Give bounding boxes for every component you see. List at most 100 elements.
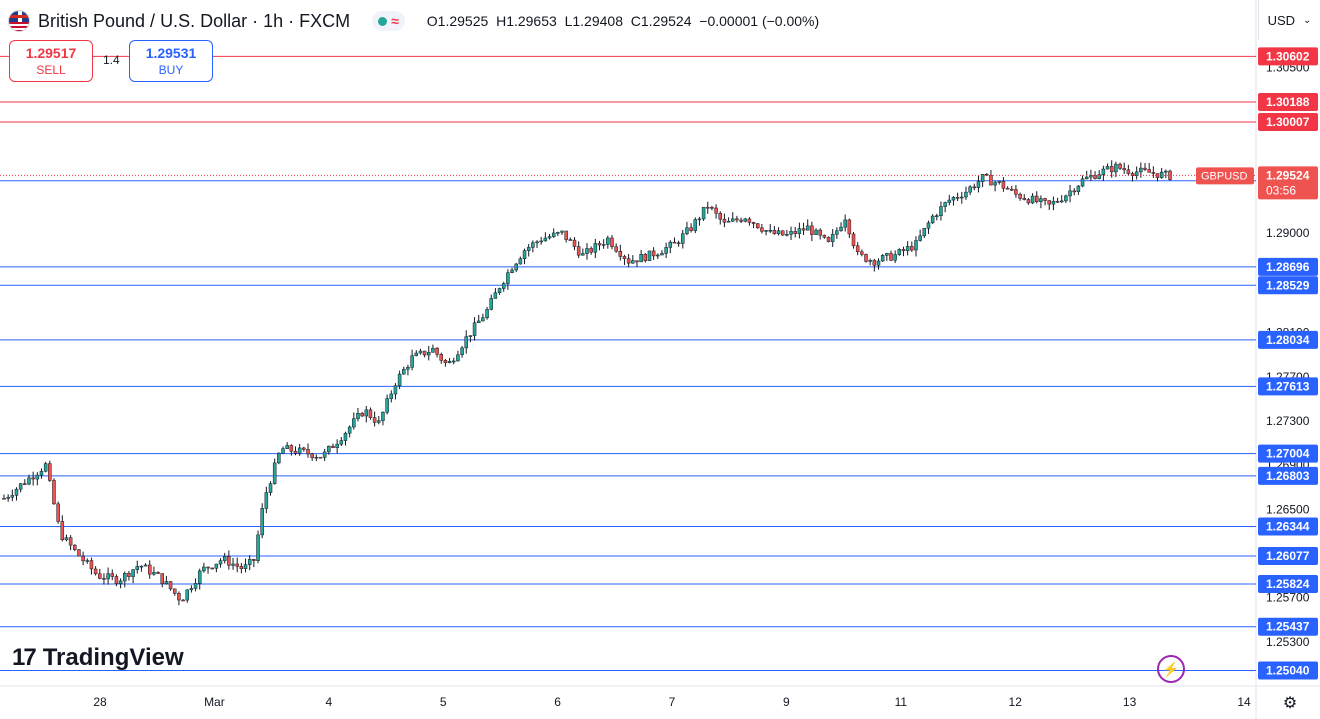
candle-body bbox=[872, 260, 877, 266]
candle-body bbox=[31, 477, 35, 480]
candle-body bbox=[289, 445, 294, 452]
price-level-label: 1.26803 bbox=[1266, 469, 1310, 483]
candle-body bbox=[851, 233, 856, 247]
candle-body bbox=[551, 232, 556, 237]
candle-body bbox=[435, 347, 439, 355]
candle-body bbox=[993, 182, 997, 186]
market-status-pill[interactable]: ≈ bbox=[372, 11, 405, 31]
candle-body bbox=[556, 232, 560, 234]
candle-body bbox=[847, 219, 852, 235]
market-open-dot-icon bbox=[378, 16, 388, 26]
sell-button[interactable]: 1.29517 SELL bbox=[9, 40, 93, 82]
candle-body bbox=[43, 463, 48, 472]
time-axis-tick-label: 9 bbox=[783, 695, 790, 709]
candle-body bbox=[206, 566, 210, 569]
candle-body bbox=[93, 568, 98, 575]
candle-body bbox=[960, 196, 964, 199]
price-level-label: 1.27613 bbox=[1266, 379, 1310, 393]
candle-body bbox=[1114, 163, 1118, 173]
symbol-title[interactable]: British Pound / U.S. Dollar · 1h · FXCM bbox=[38, 10, 351, 31]
candle-body bbox=[589, 248, 593, 253]
symbol-badge[interactable] bbox=[1196, 167, 1254, 185]
candle-body bbox=[235, 563, 239, 567]
candle-body bbox=[905, 246, 910, 252]
support-price-badge bbox=[1258, 257, 1318, 276]
support-price-badge bbox=[1258, 574, 1318, 593]
candle-body bbox=[751, 222, 756, 224]
settings-gear-icon[interactable]: ⚙ bbox=[1282, 695, 1298, 712]
candle-body bbox=[14, 488, 19, 496]
candle-body bbox=[181, 599, 185, 602]
candle-body bbox=[393, 385, 398, 395]
candle-body bbox=[285, 445, 289, 449]
candle-body bbox=[830, 234, 835, 242]
candle-body bbox=[318, 456, 323, 459]
candle-body bbox=[643, 254, 648, 261]
time-axis-tick-label: 5 bbox=[440, 695, 447, 709]
candle-body bbox=[1155, 173, 1160, 178]
candle-body bbox=[1147, 169, 1151, 173]
candle-body bbox=[160, 573, 164, 584]
candle-body bbox=[202, 566, 206, 572]
lightning-icon[interactable]: ⚡ bbox=[1157, 655, 1185, 683]
candle-body bbox=[843, 219, 847, 228]
support-price-badge bbox=[1258, 466, 1318, 485]
candle-body bbox=[1101, 168, 1106, 175]
candle-body bbox=[1151, 172, 1156, 174]
candle-body bbox=[701, 206, 706, 220]
currency-selector[interactable]: USD ⌄ bbox=[1258, 0, 1320, 40]
candle-body bbox=[526, 247, 531, 251]
candle-body bbox=[1084, 176, 1089, 180]
candle-body bbox=[381, 411, 385, 421]
candle-body bbox=[1134, 171, 1139, 176]
spread-value: 1.4 bbox=[103, 53, 120, 67]
candle-body bbox=[439, 354, 443, 361]
candle-body bbox=[880, 255, 885, 262]
candle-body bbox=[660, 253, 664, 256]
candle-body bbox=[818, 229, 822, 236]
tradingview-logo-mark: 17 bbox=[12, 644, 37, 671]
candle-body bbox=[1051, 201, 1056, 205]
candle-body bbox=[914, 240, 918, 251]
candle-body bbox=[106, 573, 110, 580]
candle-body bbox=[926, 222, 931, 229]
candle-body bbox=[1089, 174, 1093, 178]
candle-body bbox=[1122, 168, 1126, 171]
candle-body bbox=[77, 549, 81, 557]
candle-body bbox=[52, 480, 56, 505]
candle-body bbox=[256, 534, 260, 561]
candle-body bbox=[389, 393, 394, 399]
candle-body bbox=[260, 508, 264, 536]
bar-countdown-label: 03:56 bbox=[1266, 183, 1296, 197]
candle-body bbox=[997, 181, 1002, 183]
candle-body bbox=[889, 253, 893, 261]
time-axis-tick-label: 28 bbox=[93, 695, 107, 709]
candle-body bbox=[472, 322, 477, 336]
candle-body bbox=[152, 572, 156, 575]
candle-body bbox=[860, 251, 864, 255]
candle-body bbox=[2, 498, 6, 500]
candle-body bbox=[726, 220, 731, 223]
candle-body bbox=[985, 173, 989, 176]
candle-body bbox=[385, 398, 389, 413]
tradingview-logo[interactable]: 17 TradingView bbox=[12, 644, 184, 672]
candle-body bbox=[68, 537, 73, 546]
candle-body bbox=[501, 283, 506, 289]
resistance-price-badge bbox=[1258, 47, 1318, 66]
candle-body bbox=[714, 207, 718, 214]
candle-body bbox=[839, 226, 843, 231]
candle-body bbox=[718, 212, 723, 220]
buy-button[interactable]: 1.29531 BUY bbox=[129, 40, 213, 82]
candle-body bbox=[972, 186, 977, 189]
support-price-badge bbox=[1258, 444, 1318, 463]
candle-body bbox=[518, 258, 523, 265]
candle-body bbox=[10, 495, 15, 498]
candle-body bbox=[1039, 198, 1043, 202]
chevron-down-icon: ⌄ bbox=[1303, 14, 1312, 26]
candle-body bbox=[18, 483, 23, 490]
candle-body bbox=[706, 206, 710, 209]
candle-body bbox=[218, 560, 223, 565]
candle-body bbox=[468, 335, 473, 337]
candle-body bbox=[885, 253, 889, 256]
